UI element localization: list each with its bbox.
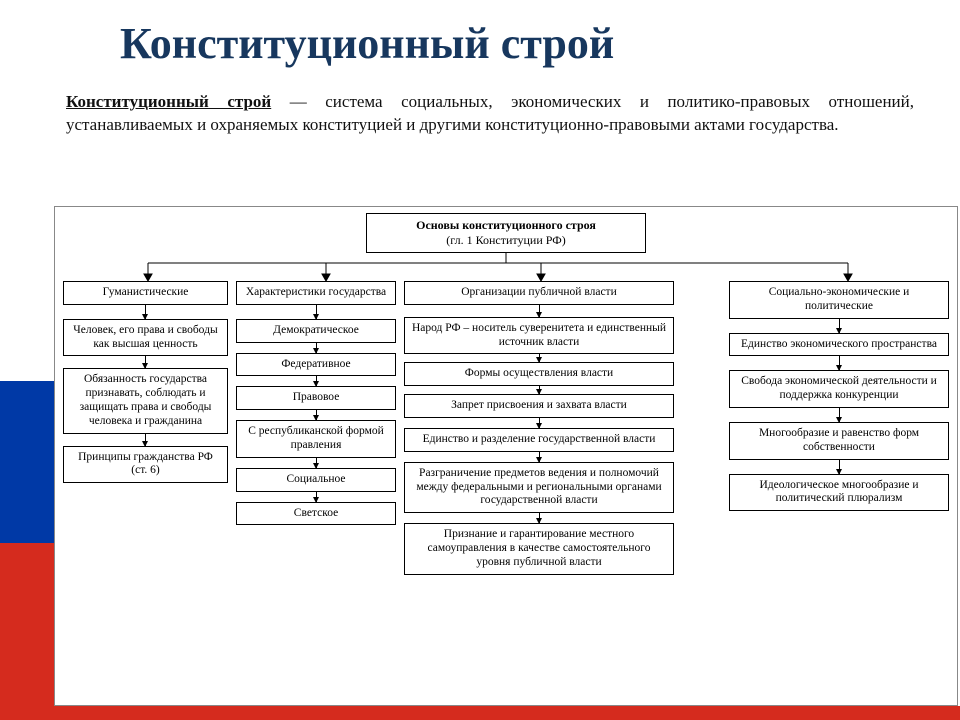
branch-head: Социально-экономические и политические bbox=[729, 281, 949, 319]
slide-title: Конституционный строй bbox=[120, 18, 920, 69]
leaf-node: Идеологическое много­образие и политичес… bbox=[729, 474, 949, 512]
leaf-node: Единство экономического пространства bbox=[729, 333, 949, 357]
leaf-node: Единство и разделение государственной вл… bbox=[404, 428, 674, 452]
leaf-node: Формы осуществления власти bbox=[404, 362, 674, 386]
flag-left bbox=[0, 218, 54, 706]
leaf-node: Запрет присвоения и захвата власти bbox=[404, 394, 674, 418]
leaf-node: Демократическое bbox=[236, 319, 396, 343]
root-node: Основы конституционного строя (гл. 1 Кон… bbox=[366, 213, 646, 253]
connector bbox=[316, 343, 317, 353]
flag-stripe-white bbox=[0, 218, 54, 381]
branch-public-authority: Организации публичной власти Народ РФ – … bbox=[404, 281, 674, 575]
connector bbox=[145, 434, 146, 446]
root-line2: (гл. 1 Конституции РФ) bbox=[446, 233, 565, 247]
connector bbox=[839, 408, 840, 422]
leaf-node: Обязанность государства признавать, собл… bbox=[63, 368, 228, 433]
connector bbox=[145, 305, 146, 319]
leaf-node: Федеративное bbox=[236, 353, 396, 377]
flag-stripe-blue bbox=[0, 381, 54, 544]
definition-paragraph: Конституционный строй — система социальн… bbox=[60, 91, 920, 137]
leaf-node: Разграничение предметов ведения и полном… bbox=[404, 462, 674, 513]
connector bbox=[539, 354, 540, 362]
connector bbox=[316, 492, 317, 502]
connectors-svg bbox=[66, 253, 946, 281]
leaf-node: Социальное bbox=[236, 468, 396, 492]
connector bbox=[539, 418, 540, 428]
leaf-node: Светское bbox=[236, 502, 396, 526]
leaf-node: С республи­канской формой правления bbox=[236, 420, 396, 458]
connector bbox=[839, 460, 840, 474]
connector bbox=[539, 386, 540, 394]
leaf-node: Признание и гарантирование местного само… bbox=[404, 523, 674, 574]
diagram: Основы конституционного строя (гл. 1 Кон… bbox=[54, 206, 958, 706]
connector bbox=[145, 356, 146, 368]
connector bbox=[316, 410, 317, 420]
connector bbox=[316, 458, 317, 468]
definition-term: Конституционный строй bbox=[66, 92, 271, 111]
connector bbox=[316, 305, 317, 319]
slide-content: Конституционный строй Конституционный ст… bbox=[0, 0, 960, 137]
branch-humanistic: Гуманистические Человек, его права и сво… bbox=[63, 281, 228, 483]
connector bbox=[839, 356, 840, 370]
leaf-node: Человек, его права и свободы как высшая … bbox=[63, 319, 228, 357]
branch-state-characteristics: Характеристики государства Демократическ… bbox=[236, 281, 396, 525]
branch-head: Гуманистические bbox=[63, 281, 228, 305]
flag-bottom-red bbox=[0, 706, 960, 720]
leaf-node: Свобода экономической деятельности и под… bbox=[729, 370, 949, 408]
leaf-node: Многообразие и равенство форм собственно… bbox=[729, 422, 949, 460]
connector bbox=[539, 305, 540, 317]
connector bbox=[839, 319, 840, 333]
columns: Гуманистические Человек, его права и сво… bbox=[59, 281, 953, 575]
branch-socioeconomic-political: Социально-экономические и политические Е… bbox=[729, 281, 949, 511]
connector bbox=[539, 513, 540, 523]
flag-stripe-red bbox=[0, 543, 54, 706]
leaf-node: Правовое bbox=[236, 386, 396, 410]
connector bbox=[539, 452, 540, 462]
leaf-node: Принципы гражданства РФ (ст. 6) bbox=[63, 446, 228, 484]
root-line1: Основы конституционного строя bbox=[416, 218, 596, 232]
connector bbox=[316, 376, 317, 386]
leaf-node: Народ РФ – носитель суверенитета и единс… bbox=[404, 317, 674, 355]
branch-head: Организации публичной власти bbox=[404, 281, 674, 305]
branch-head: Характеристики государства bbox=[236, 281, 396, 305]
